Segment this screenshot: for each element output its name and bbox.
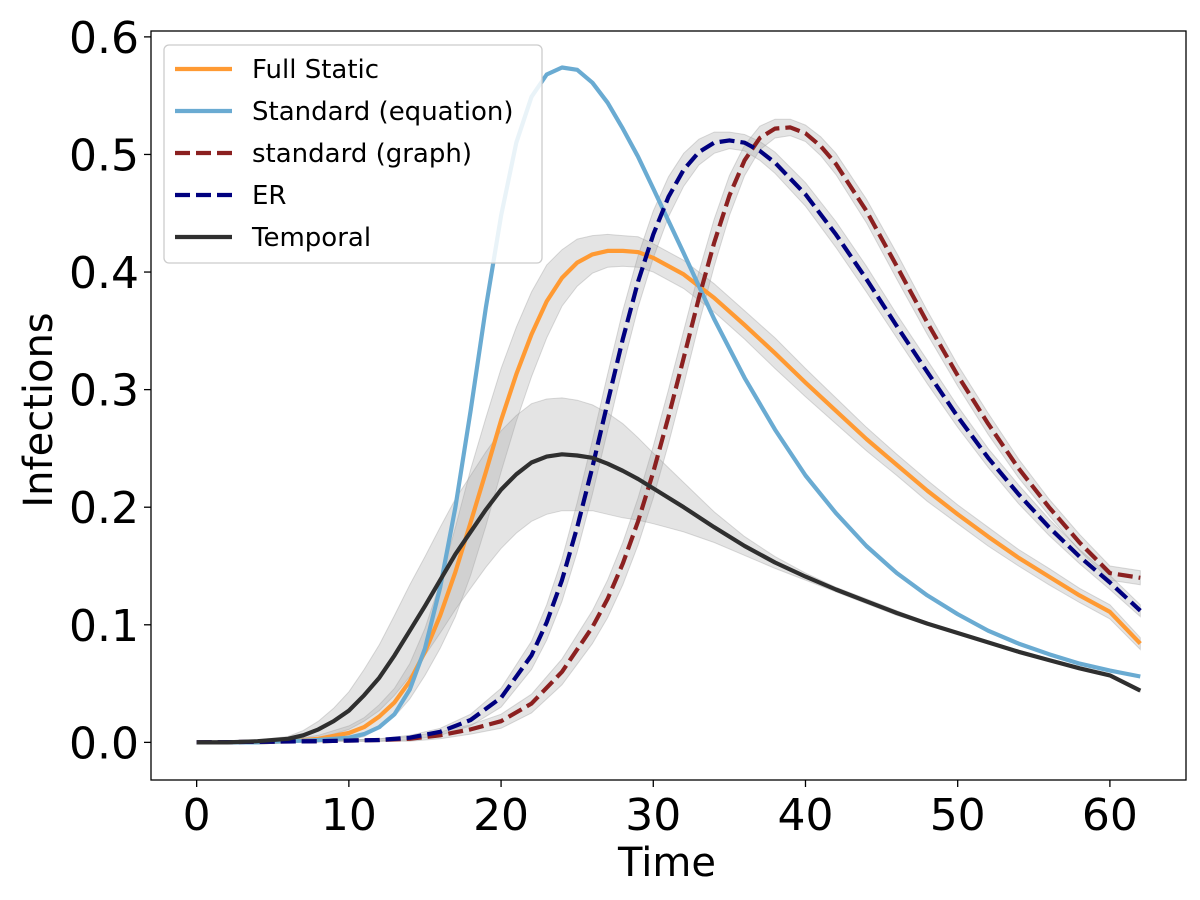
band-temporal [196,397,1141,743]
x-tick-label: 30 [625,790,681,841]
y-tick-label: 0.6 [69,13,139,64]
series-line-temporal [196,452,1142,745]
series-lines [196,65,1142,745]
legend-label-standard-equation: Standard (equation) [252,97,514,127]
y-tick-label: 0.4 [69,248,139,299]
x-tick-label: 10 [321,790,377,841]
x-tick-label: 20 [473,790,529,841]
plot-frame [150,30,1187,781]
y-tick-label: 0.5 [69,130,139,181]
legend-box [163,44,543,264]
x-axis-label: Time [617,840,716,886]
series-line-full-static [196,248,1142,745]
y-axis-ticks: 0.0 0.1 0.2 0.3 0.4 0.5 0.6 [69,13,151,769]
x-tick-label: 40 [777,790,833,841]
series-line-standard-graph [196,125,1141,745]
legend-label-temporal: Temporal [251,223,371,253]
y-tick-label: 0.0 [69,718,139,769]
y-axis-label: Infections [16,312,62,507]
y-tick-label: 0.3 [69,366,139,417]
legend-label-er: ER [252,181,287,211]
legend-label-full-static: Full Static [252,55,379,85]
y-tick-label: 0.1 [69,601,139,652]
x-tick-label: 0 [183,790,211,841]
series-line-standard-equation [196,65,1141,745]
x-axis-ticks: 0 10 20 30 40 50 60 [183,780,1138,841]
legend-label-standard-graph: standard (graph) [252,139,472,169]
series-line-er [196,138,1142,745]
y-tick-label: 0.2 [69,483,139,534]
x-tick-label: 50 [930,790,986,841]
legend: Full Static Standard (equation) standard (… [163,44,543,264]
x-tick-label: 60 [1082,790,1138,841]
